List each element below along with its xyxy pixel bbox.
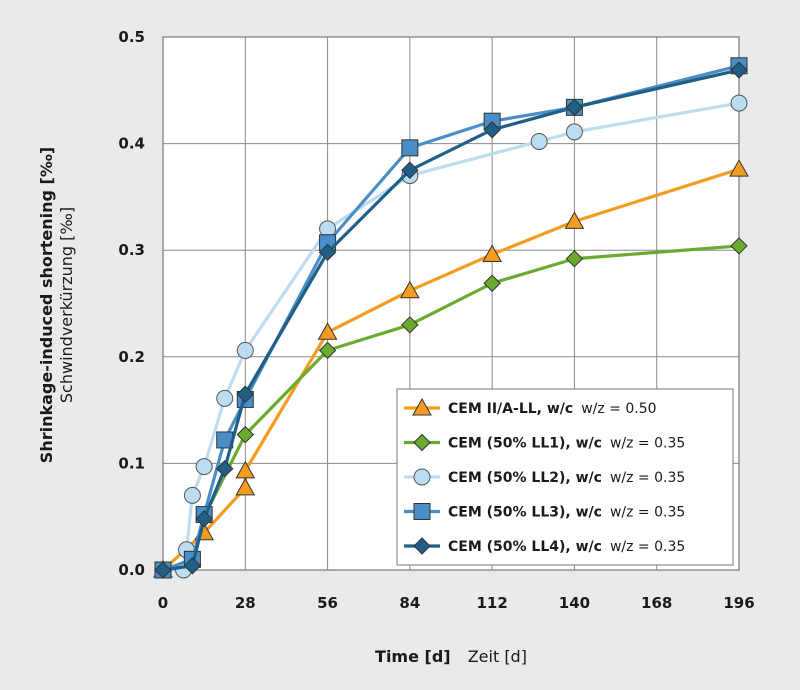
data-point [318, 243, 337, 262]
legend-marker [413, 537, 431, 555]
tick-labels: 0 28 56 84 112 140 168 196 0.0 0.1 0.2 0.3 0.4 0.5 [118, 28, 754, 612]
data-point [483, 274, 501, 292]
legend-label-de: w/z = 0.50 [581, 401, 656, 417]
data-point [235, 460, 256, 479]
data-point [729, 159, 749, 177]
y-tick-label: 0.4 [118, 135, 145, 153]
legend-marker [413, 433, 431, 452]
legend-label-en: CEM (50% LL3), w/c [448, 505, 602, 521]
x-tick-label: 84 [399, 594, 420, 612]
legend-label: CEM (50% LL2), w/c w/z = 0.35 [448, 470, 685, 486]
legend-label: CEM (50% LL4), w/c w/z = 0.35 [448, 539, 685, 555]
x-tick-label: 0 [158, 594, 168, 612]
data-point [730, 61, 748, 79]
x-tick-label: 168 [641, 594, 672, 612]
data-point [401, 139, 419, 157]
data-point [730, 237, 748, 255]
legend-label: CEM (50% LL1), w/c w/z = 0.35 [448, 436, 685, 452]
data-point [565, 250, 584, 268]
series-line [162, 68, 740, 572]
legend-marker [412, 397, 432, 416]
y-axis-title-secondary: Schwindverkürzung [‰] [57, 207, 76, 403]
legend-label-en: CEM (50% LL2), w/c [448, 470, 602, 486]
legend-marker [413, 503, 431, 520]
x-tick-label: 196 [723, 594, 754, 612]
legend-item: CEM (50% LL4), w/c w/z = 0.35 [404, 537, 685, 555]
legend-label-en: CEM (50% LL4), w/c [448, 539, 602, 555]
data-point [317, 322, 338, 340]
data-point [318, 341, 337, 360]
legend-label-en: CEM II/A-LL, w/c [448, 401, 573, 417]
data-point [154, 561, 172, 579]
x-axis-title: Time [d] [375, 647, 451, 666]
legend-label: CEM II/A-LL, w/c w/z = 0.50 [448, 401, 657, 417]
x-tick-label: 112 [476, 594, 507, 612]
x-tick-label: 56 [317, 594, 338, 612]
legend-label-de: w/z = 0.35 [610, 436, 685, 452]
data-point [565, 123, 583, 141]
data-point [235, 477, 256, 496]
data-point [401, 161, 419, 179]
series-group [153, 57, 749, 579]
y-tick-label: 0.2 [118, 348, 145, 366]
data-point [216, 389, 234, 407]
data-point [236, 385, 254, 403]
legend-label-de: w/z = 0.35 [610, 470, 685, 486]
data-point [236, 425, 254, 444]
legend-label-en: CEM (50% LL1), w/c [448, 436, 602, 452]
data-point [483, 121, 501, 139]
y-tick-label: 0.0 [118, 561, 145, 579]
data-point [195, 458, 213, 476]
data-point [236, 341, 254, 359]
data-point [564, 211, 585, 229]
x-tick-label: 140 [559, 594, 590, 612]
legend-box [396, 388, 734, 566]
x-axis-label: Time [d] Zeit [d] [375, 647, 527, 666]
x-tick-label: 28 [235, 594, 256, 612]
data-point [401, 316, 419, 334]
legend-item: CEM (50% LL2), w/c w/z = 0.35 [404, 468, 685, 486]
legend-item: CEM (50% LL1), w/c w/z = 0.35 [404, 433, 685, 452]
series-5 [154, 61, 748, 579]
plot-frame [162, 36, 740, 571]
data-point [183, 557, 202, 575]
x-axis-title-secondary: Zeit [d] [468, 647, 527, 666]
legend-item: CEM (50% LL3), w/c w/z = 0.35 [404, 503, 685, 521]
legend-label-de: w/z = 0.35 [610, 505, 685, 521]
data-point [530, 132, 548, 150]
y-tick-label: 0.1 [118, 454, 145, 472]
data-point [730, 94, 748, 112]
y-axis-title: Shrinkage-induced shortening [‰] [37, 147, 56, 463]
data-point [400, 280, 420, 299]
data-point [195, 510, 213, 528]
legend-marker [413, 468, 431, 486]
y-tick-label: 0.5 [118, 28, 145, 46]
y-tick-label: 0.3 [118, 241, 145, 259]
legend-label: CEM (50% LL3), w/c w/z = 0.35 [448, 505, 685, 521]
y-axis-label: Shrinkage-induced shortening [‰] Schwind… [37, 147, 76, 463]
data-point [482, 244, 502, 262]
data-point [183, 486, 201, 504]
legend: CEM II/A-LL, w/c w/z = 0.50 CEM (50% LL1),… [396, 388, 734, 566]
data-point [565, 98, 584, 117]
legend-label-de: w/z = 0.35 [610, 539, 685, 555]
data-point [216, 460, 234, 478]
legend-item: CEM II/A-LL, w/c w/z = 0.50 [404, 397, 657, 417]
